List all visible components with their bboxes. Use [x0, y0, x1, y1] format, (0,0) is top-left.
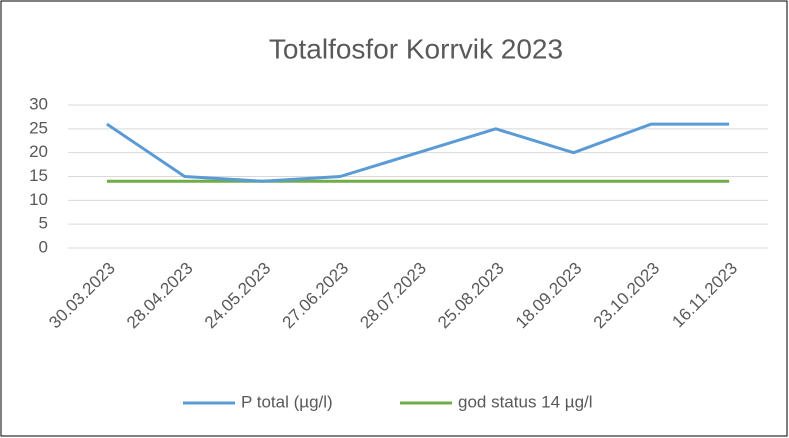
y-tick-label: 0 — [39, 237, 48, 256]
y-tick-label: 5 — [39, 214, 48, 233]
y-tick-label: 15 — [29, 166, 48, 185]
legend-label: god status 14 µg/l — [458, 392, 593, 411]
series-line — [106, 122, 730, 183]
y-tick-label: 10 — [29, 190, 48, 209]
y-tick-label: 20 — [29, 142, 48, 161]
legend-label: P total (µg/l) — [241, 392, 333, 411]
y-tick-label: 30 — [29, 94, 48, 113]
chart-title: Totalfosfor Korrvik 2023 — [269, 33, 563, 64]
y-tick-label: 25 — [29, 118, 48, 137]
